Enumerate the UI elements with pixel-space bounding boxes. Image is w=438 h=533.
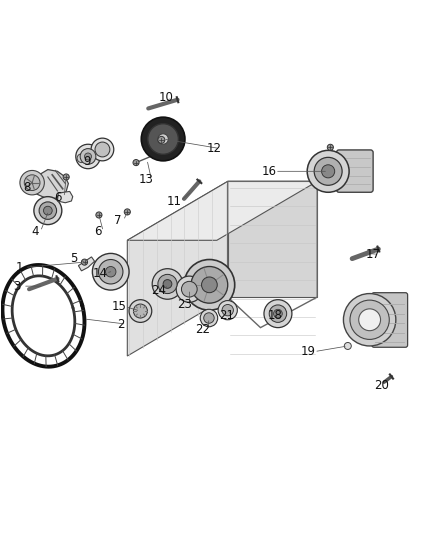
Text: 10: 10 [158, 91, 173, 103]
Circle shape [91, 138, 114, 161]
Circle shape [314, 157, 342, 185]
Text: 19: 19 [301, 345, 316, 358]
Text: 16: 16 [262, 165, 277, 178]
Circle shape [218, 301, 237, 320]
Text: 24: 24 [151, 284, 166, 297]
Circle shape [350, 300, 389, 340]
Text: 2: 2 [117, 318, 124, 330]
Text: 5: 5 [71, 252, 78, 265]
Text: 6: 6 [55, 191, 62, 204]
FancyBboxPatch shape [336, 150, 373, 192]
Circle shape [77, 154, 86, 163]
Polygon shape [127, 181, 317, 240]
Text: 21: 21 [219, 309, 234, 322]
Text: 23: 23 [177, 298, 191, 311]
Polygon shape [127, 181, 228, 356]
Circle shape [181, 281, 197, 297]
Circle shape [158, 274, 177, 294]
Circle shape [264, 300, 292, 328]
Circle shape [201, 277, 217, 293]
Circle shape [152, 269, 183, 299]
Circle shape [129, 300, 152, 322]
Text: 8: 8 [23, 181, 31, 193]
Circle shape [106, 266, 116, 277]
Circle shape [34, 197, 62, 224]
Circle shape [20, 171, 44, 195]
Circle shape [76, 144, 100, 169]
Circle shape [184, 260, 235, 310]
Text: 13: 13 [138, 173, 153, 185]
Text: 9: 9 [83, 155, 91, 168]
Circle shape [274, 309, 283, 318]
Circle shape [124, 209, 131, 215]
Circle shape [359, 309, 381, 330]
Circle shape [133, 159, 139, 166]
Circle shape [63, 174, 69, 180]
Circle shape [92, 253, 129, 290]
Circle shape [24, 175, 40, 190]
Circle shape [81, 259, 88, 265]
Circle shape [80, 149, 96, 164]
Polygon shape [26, 169, 68, 199]
Circle shape [158, 134, 168, 144]
Text: 18: 18 [268, 309, 283, 322]
Circle shape [99, 260, 123, 284]
Text: 15: 15 [112, 300, 127, 313]
Text: 4: 4 [31, 225, 39, 238]
Polygon shape [57, 191, 73, 203]
Circle shape [39, 202, 57, 220]
Text: 1: 1 [15, 261, 23, 274]
Circle shape [43, 206, 52, 215]
Circle shape [191, 266, 228, 303]
Text: 17: 17 [365, 248, 380, 261]
Circle shape [158, 136, 165, 143]
Circle shape [222, 304, 233, 316]
Circle shape [176, 276, 202, 302]
Text: 20: 20 [374, 379, 389, 392]
Circle shape [134, 304, 148, 318]
Circle shape [327, 144, 333, 150]
Circle shape [307, 150, 349, 192]
Polygon shape [228, 181, 317, 297]
Text: 14: 14 [93, 266, 108, 279]
Text: 7: 7 [114, 214, 121, 227]
Circle shape [141, 117, 185, 161]
Circle shape [321, 165, 335, 178]
Text: 12: 12 [207, 142, 222, 155]
Circle shape [95, 142, 110, 157]
Circle shape [96, 212, 102, 218]
FancyBboxPatch shape [372, 293, 408, 348]
Circle shape [85, 153, 92, 160]
Circle shape [344, 343, 351, 350]
Text: 11: 11 [167, 195, 182, 207]
Circle shape [200, 309, 218, 327]
Circle shape [269, 305, 287, 322]
Circle shape [204, 313, 214, 323]
Circle shape [343, 294, 396, 346]
Polygon shape [78, 257, 95, 271]
Circle shape [163, 280, 172, 288]
Circle shape [148, 124, 178, 154]
Text: 3: 3 [14, 280, 21, 293]
Text: 22: 22 [195, 324, 210, 336]
Text: 6: 6 [94, 225, 101, 238]
